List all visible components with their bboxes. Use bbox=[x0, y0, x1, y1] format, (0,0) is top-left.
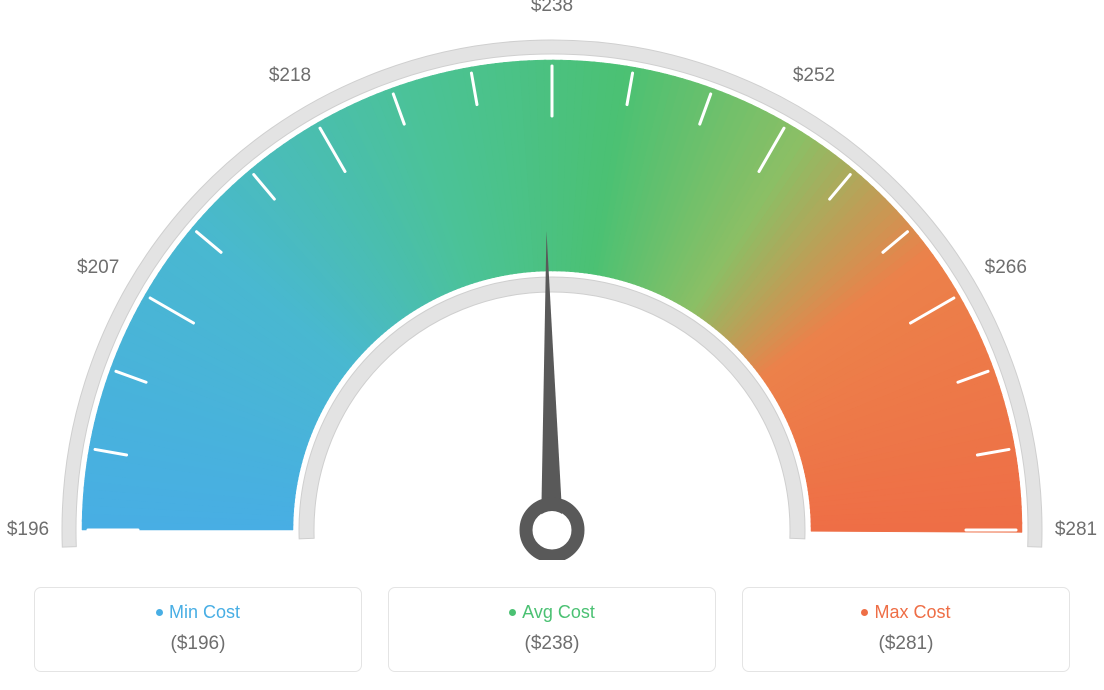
legend-avg-value: ($238) bbox=[389, 633, 715, 655]
legend-min-value: ($196) bbox=[35, 633, 361, 655]
legend-max-title: Max Cost bbox=[743, 602, 1069, 623]
gauge-tick-label: $252 bbox=[793, 65, 835, 87]
gauge-tick-label: $266 bbox=[985, 257, 1027, 279]
cost-gauge: $196 $207 $218 $238 $252 $266 $281 bbox=[0, 0, 1104, 560]
dot-icon bbox=[156, 609, 163, 616]
legend-max-label: Max Cost bbox=[874, 602, 950, 622]
gauge-tick-label: $218 bbox=[269, 65, 311, 87]
gauge-tick-label: $281 bbox=[1055, 519, 1097, 541]
legend-avg-title: Avg Cost bbox=[389, 602, 715, 623]
legend-max-card: Max Cost ($281) bbox=[742, 587, 1070, 672]
gauge-tick-label: $238 bbox=[531, 0, 573, 17]
legend-min-card: Min Cost ($196) bbox=[34, 587, 362, 672]
legend-max-value: ($281) bbox=[743, 633, 1069, 655]
legend-row: Min Cost ($196) Avg Cost ($238) Max Cost… bbox=[0, 587, 1104, 672]
dot-icon bbox=[861, 609, 868, 616]
gauge-tick-label: $207 bbox=[77, 257, 119, 279]
gauge-svg bbox=[0, 0, 1104, 560]
legend-min-label: Min Cost bbox=[169, 602, 240, 622]
legend-min-title: Min Cost bbox=[35, 602, 361, 623]
legend-avg-label: Avg Cost bbox=[522, 602, 595, 622]
gauge-tick-label: $196 bbox=[7, 519, 49, 541]
legend-avg-card: Avg Cost ($238) bbox=[388, 587, 716, 672]
dot-icon bbox=[509, 609, 516, 616]
